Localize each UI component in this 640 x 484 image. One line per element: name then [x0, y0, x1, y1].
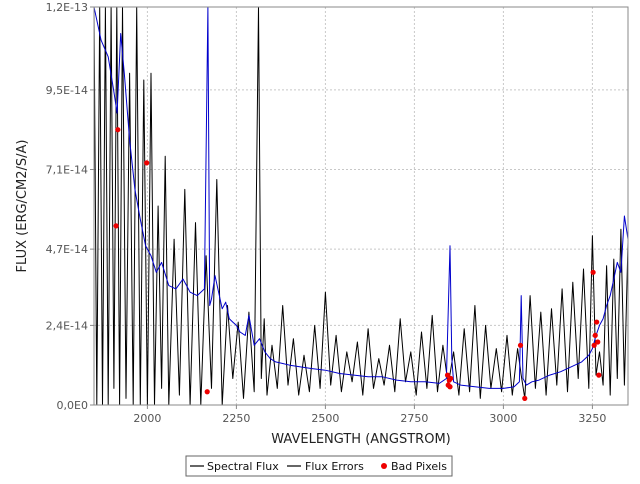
legend-box	[185, 455, 453, 477]
series-layer	[94, 7, 628, 405]
bad-pixel-point	[590, 269, 596, 275]
y-tick-label: 4,7E-14	[46, 243, 88, 256]
legend-label-bad-pixels: Bad Pixels	[391, 460, 447, 473]
x-tick-label: 2750	[400, 412, 428, 425]
gridlines	[94, 6, 628, 406]
x-tick-label: 2000	[133, 412, 161, 425]
legend: Spectral Flux Flux Errors Bad Pixels	[185, 455, 453, 477]
spectral-flux-line	[94, 7, 628, 405]
x-axis-label: WAVELENGTH (ANGSTROM)	[271, 432, 450, 447]
bad-pixel-point	[592, 332, 598, 338]
y-tick-label: 7,1E-14	[46, 164, 88, 177]
x-tick-label: 3250	[578, 412, 606, 425]
bad-pixel-point	[144, 160, 150, 166]
bad-pixel-point	[591, 342, 597, 348]
y-tick-label: 2,4E-14	[46, 319, 88, 332]
x-axis-ticks: 2000 2250 2500 2750 3000 3250	[133, 405, 606, 425]
flux-errors-line	[94, 7, 628, 389]
plot-frame	[93, 6, 629, 406]
bad-pixel-point	[522, 395, 528, 401]
bad-pixel-point	[517, 342, 524, 348]
x-tick-label: 2250	[222, 412, 250, 425]
legend-label-errors: Flux Errors	[305, 460, 364, 473]
legend-label-flux: Spectral Flux	[207, 460, 279, 473]
bad-pixel-point	[447, 384, 453, 390]
y-axis-label: FLUX (ERG/CM2/S/A)	[15, 140, 30, 273]
x-tick-label: 3000	[489, 412, 517, 425]
y-tick-label: 9,5E-14	[46, 84, 88, 97]
bad-pixel-point	[596, 372, 602, 378]
legend-swatch-bad-pixels	[381, 463, 387, 469]
y-tick-label: 1,2E-13	[46, 1, 88, 14]
bad-pixel-point	[595, 339, 601, 345]
y-tick-label: 0,0E0	[57, 399, 88, 412]
plot-area	[94, 7, 628, 405]
bad-pixel-point	[115, 127, 121, 133]
bad-pixel-point	[444, 372, 451, 378]
bad-pixel-point	[594, 319, 600, 325]
x-tick-label: 2500	[311, 412, 339, 425]
bad-pixel-point	[113, 223, 119, 229]
bad-pixel-point	[204, 389, 210, 395]
bad-pixel-point	[448, 375, 454, 382]
y-axis-ticks: 0,0E0 2,4E-14 4,7E-14 7,1E-14 9,5E-14 1,2E-13	[46, 1, 94, 412]
